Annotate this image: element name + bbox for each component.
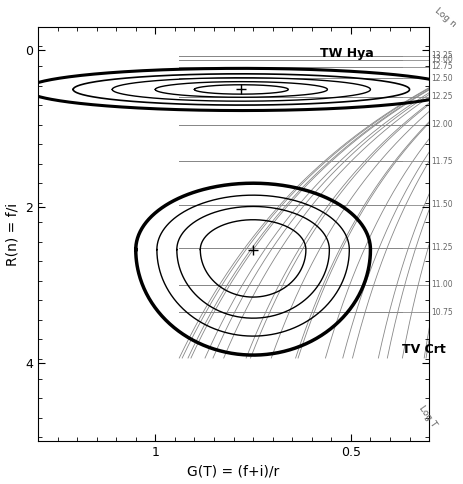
Text: Log n: Log n	[433, 6, 458, 29]
Text: 13.00: 13.00	[431, 55, 453, 64]
Text: 10.75: 10.75	[431, 308, 453, 317]
Text: 12.50: 12.50	[431, 74, 453, 83]
Text: 11.25: 11.25	[431, 243, 452, 253]
Y-axis label: R(n) = f/i: R(n) = f/i	[6, 202, 19, 266]
Text: 11.00: 11.00	[431, 280, 453, 289]
Text: 13.25: 13.25	[431, 51, 453, 60]
Text: TW Hya: TW Hya	[319, 47, 373, 60]
Text: 11.50: 11.50	[431, 200, 453, 209]
Text: 12.75: 12.75	[431, 62, 453, 71]
Text: TV Crt: TV Crt	[402, 343, 445, 356]
Text: 12.25: 12.25	[431, 92, 452, 102]
Text: 12.00: 12.00	[431, 120, 453, 129]
Text: 11.75: 11.75	[431, 157, 453, 166]
X-axis label: G(T) = (f+i)/r: G(T) = (f+i)/r	[188, 465, 280, 479]
Text: Log T: Log T	[417, 404, 439, 429]
